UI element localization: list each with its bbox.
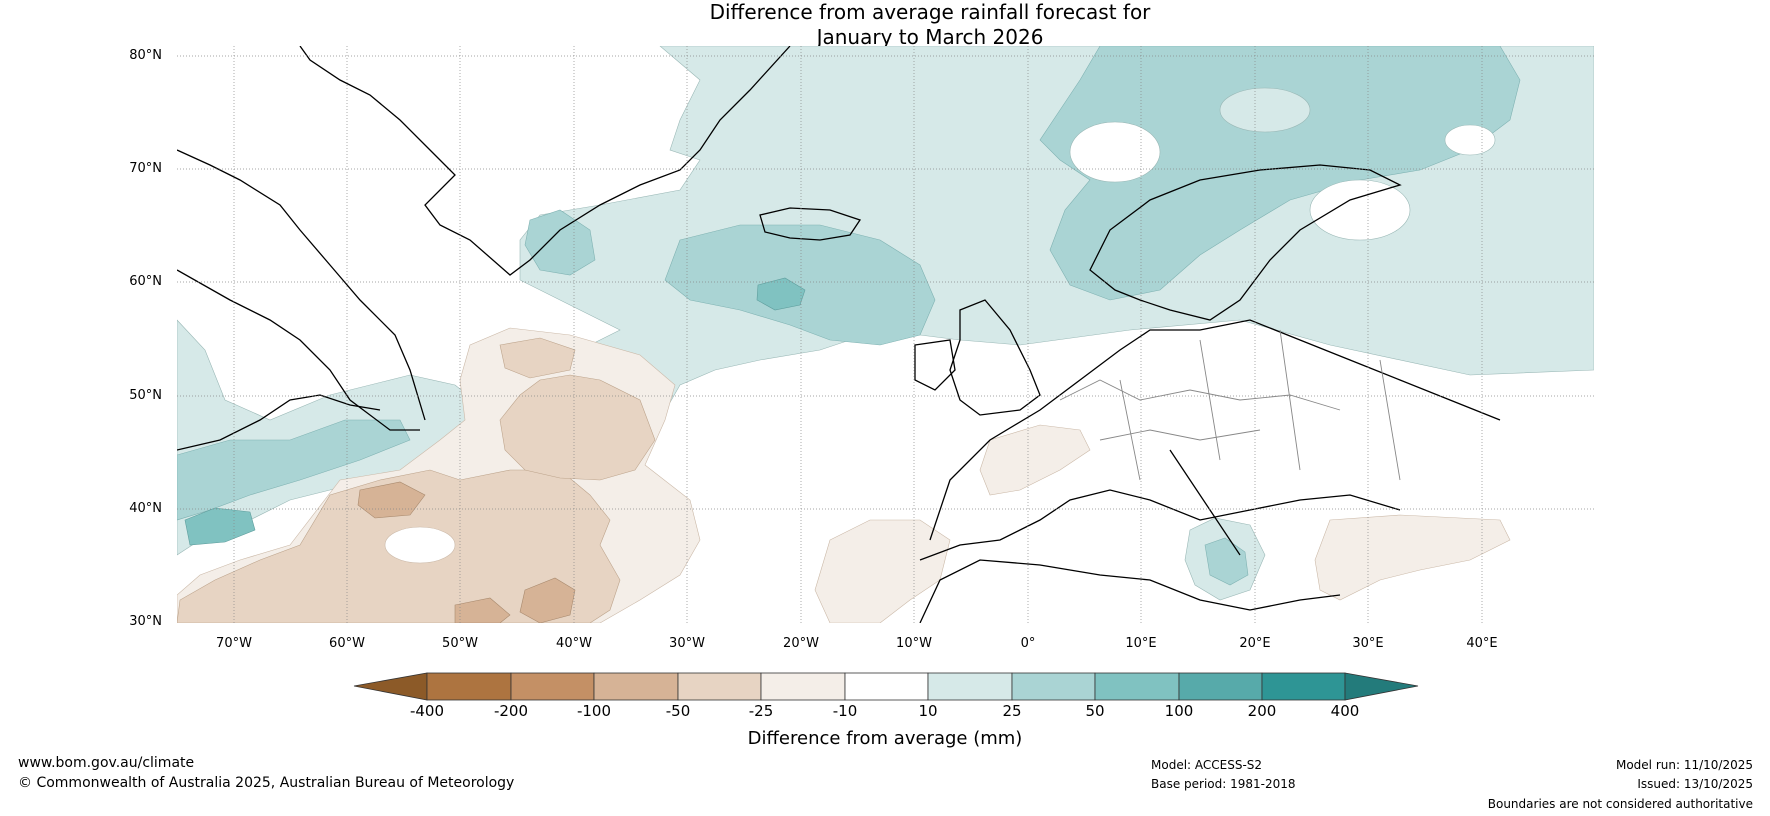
colorbar-tick-label: 200 <box>1247 702 1277 720</box>
lon-label: 40°W <box>556 636 592 651</box>
lon-label: 20°W <box>783 636 819 651</box>
map-title: Difference from average rainfall forecas… <box>0 0 1770 50</box>
colorbar-tick-label: -50 <box>665 702 691 720</box>
model-text: Model: ACCESS-S2 <box>1151 758 1263 772</box>
lon-label: 40°E <box>1466 636 1498 651</box>
lon-label: 50°W <box>442 636 478 651</box>
labrador-coast <box>177 269 420 431</box>
copyright-text: © Commonwealth of Australia 2025, Austra… <box>18 775 515 791</box>
anomaly-region-minus-10-25-biscay <box>979 424 1091 496</box>
coastlines <box>177 46 1501 623</box>
model-run-text: Model run: 11/10/2025 <box>1615 758 1753 772</box>
anomaly-region-50-100-a <box>756 277 806 311</box>
colorbar-segment <box>927 672 1013 701</box>
anomaly-region-25-50-iceland <box>664 224 936 346</box>
lon-label: 30°W <box>669 636 705 651</box>
colorbar-extend-high <box>1344 672 1419 701</box>
anomaly-region-50-100-b <box>184 507 256 546</box>
title-line-1: Difference from average rainfall forecas… <box>709 0 1151 24</box>
lat-label: 40°N <box>129 501 162 516</box>
lat-label: 50°N <box>129 388 162 403</box>
colorbar-segment <box>760 672 846 701</box>
canada-east-coast <box>177 394 381 451</box>
colorbar <box>353 672 1419 701</box>
colorbar-title: Difference from average (mm) <box>747 728 1023 749</box>
colorbar-tick-label: -400 <box>409 702 445 720</box>
colorbar-segment <box>510 672 595 701</box>
colorbar-tick-label: -25 <box>748 702 774 720</box>
greenland-coast <box>299 46 791 276</box>
lon-label: 10°E <box>1125 636 1157 651</box>
rainfall-difference-field <box>177 46 1594 623</box>
colorbar-tick-label: -10 <box>832 702 858 720</box>
italy-coast <box>1169 449 1241 556</box>
anomaly-hole-2 <box>1219 87 1311 133</box>
colorbar-tick-label: 10 <box>918 702 938 720</box>
anomaly-hole-4 <box>1309 179 1411 241</box>
ireland-coast <box>914 339 956 391</box>
lat-label: 70°N <box>129 161 162 176</box>
colorbar-tick-label: 400 <box>1330 702 1360 720</box>
colorbar-segment <box>844 672 929 701</box>
baffin-coast <box>177 149 426 421</box>
anomaly-region-minus-50-100-c <box>454 597 511 623</box>
title-line-2: January to March 2026 <box>816 25 1044 49</box>
lon-label: 10°W <box>896 636 932 651</box>
colorbar-tick-label: 50 <box>1085 702 1105 720</box>
anomaly-hole-3 <box>1444 124 1496 156</box>
iceland-coast <box>759 207 862 241</box>
website-link[interactable]: www.bom.gov.au/climate <box>18 755 195 771</box>
mediterranean-coast <box>919 489 1401 561</box>
anomaly-region-25-50-greenland <box>524 209 596 276</box>
anomaly-region-minus-50-100-b <box>519 577 576 623</box>
lat-label: 80°N <box>129 48 162 63</box>
anomaly-region-minus-10-25-turkey <box>1314 514 1511 601</box>
anomaly-region-minus-25-50-c <box>499 337 576 379</box>
anomaly-region-minus-25-50-b <box>499 374 656 481</box>
country-boundaries <box>1059 329 1401 481</box>
lon-label: 0° <box>1020 636 1036 651</box>
colorbar-segment <box>1178 672 1263 701</box>
lat-label: 60°N <box>129 274 162 289</box>
lon-label: 70°W <box>216 636 252 651</box>
lon-label: 30°E <box>1352 636 1384 651</box>
anomaly-region-minus-10-25-spain <box>814 519 951 623</box>
colorbar-tick-label: 25 <box>1002 702 1022 720</box>
colorbar-extend-low <box>353 672 428 701</box>
north-africa-coast <box>919 559 1341 623</box>
lon-label: 20°E <box>1239 636 1271 651</box>
colorbar-segment <box>593 672 679 701</box>
europe-borders <box>1059 329 1401 481</box>
base-period-text: Base period: 1981-2018 <box>1151 777 1296 791</box>
anomaly-hole-1 <box>1069 121 1161 183</box>
colorbar-segment <box>1094 672 1180 701</box>
anomaly-region-25-50-north <box>1039 46 1521 301</box>
colorbar-segment <box>1261 672 1346 701</box>
scandinavia-coast <box>1089 164 1402 321</box>
issued-text: Issued: 13/10/2025 <box>1637 777 1753 791</box>
anomaly-region-25-50-nova-scotia <box>177 419 411 521</box>
colorbar-tick-label: -100 <box>576 702 612 720</box>
colorbar-segment <box>1011 672 1096 701</box>
colorbar-tick-label: 100 <box>1164 702 1194 720</box>
lat-label: 30°N <box>129 614 162 629</box>
colorbar-segment <box>426 672 512 701</box>
colorbar-segment <box>677 672 762 701</box>
europe-coast <box>929 319 1501 541</box>
lon-label: 60°W <box>329 636 365 651</box>
anomaly-hole-west <box>384 526 456 564</box>
disclaimer-text: Boundaries are not considered authoritat… <box>1487 797 1753 811</box>
colorbar-tick-label: -200 <box>493 702 529 720</box>
graticule <box>177 46 1594 623</box>
